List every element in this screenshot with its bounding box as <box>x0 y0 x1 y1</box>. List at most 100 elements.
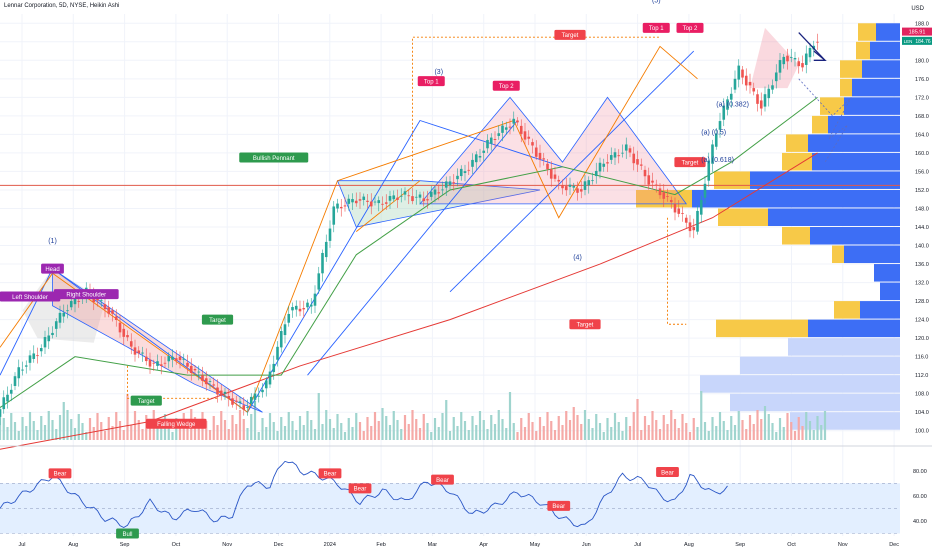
candle-body[interactable] <box>0 409 2 417</box>
candle-body[interactable] <box>66 310 69 312</box>
candle-body[interactable] <box>504 127 508 130</box>
candle-body[interactable] <box>122 328 126 337</box>
candle-body[interactable] <box>594 170 598 177</box>
candle-body[interactable] <box>249 396 253 404</box>
candle-body[interactable] <box>9 389 13 394</box>
candle-body[interactable] <box>564 186 568 191</box>
candle-body[interactable] <box>291 307 294 311</box>
candle-body[interactable] <box>163 362 167 364</box>
candle-body[interactable] <box>429 191 433 197</box>
candle-body[interactable] <box>688 222 692 232</box>
candle-body[interactable] <box>399 195 403 197</box>
candle-body[interactable] <box>54 321 58 329</box>
candle-body[interactable] <box>384 202 388 204</box>
candle-body[interactable] <box>381 203 384 205</box>
candle-body[interactable] <box>171 356 174 360</box>
candle-body[interactable] <box>782 56 786 65</box>
candle-body[interactable] <box>531 142 534 146</box>
candle-body[interactable] <box>13 376 17 386</box>
candle-body[interactable] <box>519 125 523 134</box>
candle-body[interactable] <box>242 405 246 410</box>
candle-body[interactable] <box>501 125 504 133</box>
candle-body[interactable] <box>178 356 182 361</box>
candle-body[interactable] <box>666 196 669 197</box>
candle-body[interactable] <box>298 308 302 312</box>
candle-body[interactable] <box>744 75 748 86</box>
candle-body[interactable] <box>276 346 279 360</box>
candle-body[interactable] <box>186 362 189 367</box>
candle-body[interactable] <box>253 393 257 400</box>
candle-body[interactable] <box>763 94 767 107</box>
candle-body[interactable] <box>703 183 707 198</box>
candle-body[interactable] <box>99 300 103 302</box>
candle-body[interactable] <box>699 200 703 215</box>
candle-body[interactable] <box>69 300 73 308</box>
candle-body[interactable] <box>583 181 587 190</box>
candle-body[interactable] <box>107 307 111 314</box>
candle-body[interactable] <box>673 203 677 213</box>
candle-body[interactable] <box>756 94 759 104</box>
candle-body[interactable] <box>129 341 133 347</box>
candle-body[interactable] <box>463 171 467 173</box>
candle-body[interactable] <box>313 293 317 306</box>
candle-body[interactable] <box>422 198 426 202</box>
candle-body[interactable] <box>21 369 24 371</box>
candle-body[interactable] <box>621 152 624 154</box>
candle-body[interactable] <box>711 144 714 164</box>
wave-line[interactable] <box>0 45 698 413</box>
candle-body[interactable] <box>36 355 39 356</box>
candle-body[interactable] <box>396 197 399 200</box>
candle-body[interactable] <box>591 180 594 182</box>
candle-body[interactable] <box>343 205 347 207</box>
candle-body[interactable] <box>572 185 576 188</box>
candle-body[interactable] <box>497 133 501 136</box>
candle-body[interactable] <box>568 184 572 187</box>
candle-body[interactable] <box>587 180 591 186</box>
candle-body[interactable] <box>351 199 354 203</box>
candle-body[interactable] <box>493 139 497 140</box>
candle-body[interactable] <box>816 41 819 43</box>
candle-body[interactable] <box>126 335 129 338</box>
candle-body[interactable] <box>778 60 782 73</box>
candle-body[interactable] <box>141 352 144 354</box>
candle-body[interactable] <box>137 350 141 354</box>
candle-body[interactable] <box>336 203 339 209</box>
candle-body[interactable] <box>639 164 643 166</box>
candle-body[interactable] <box>234 400 238 402</box>
candle-body[interactable] <box>62 312 66 317</box>
candle-body[interactable] <box>204 378 208 385</box>
candle-body[interactable] <box>51 332 54 336</box>
candle-body[interactable] <box>238 401 242 403</box>
rsi-line[interactable] <box>0 460 728 528</box>
candle-body[interactable] <box>321 252 324 274</box>
candle-body[interactable] <box>347 198 351 204</box>
candle-body[interactable] <box>189 365 193 373</box>
candle-body[interactable] <box>486 139 489 149</box>
candle-body[interactable] <box>692 227 696 231</box>
candle-body[interactable] <box>197 371 201 373</box>
candle-body[interactable] <box>73 298 77 305</box>
trend-line[interactable] <box>449 50 695 293</box>
candle-body[interactable] <box>441 189 444 191</box>
candle-body[interactable] <box>159 364 163 366</box>
candle-body[interactable] <box>362 196 366 200</box>
candle-body[interactable] <box>227 396 231 399</box>
candle-body[interactable] <box>576 188 579 193</box>
candle-body[interactable] <box>354 200 358 204</box>
candle-body[interactable] <box>786 55 789 62</box>
candle-body[interactable] <box>324 241 328 258</box>
candle-body[interactable] <box>774 72 778 82</box>
candle-body[interactable] <box>2 397 6 410</box>
candle-body[interactable] <box>801 63 804 68</box>
candle-body[interactable] <box>182 358 186 360</box>
candle-body[interactable] <box>613 152 617 158</box>
candle-body[interactable] <box>377 200 381 204</box>
candle-body[interactable] <box>681 213 684 214</box>
candle-body[interactable] <box>287 313 291 323</box>
candle-body[interactable] <box>261 389 264 393</box>
candle-body[interactable] <box>482 150 486 153</box>
candle-body[interactable] <box>208 381 212 382</box>
candle-body[interactable] <box>452 182 456 184</box>
candle-body[interactable] <box>617 155 621 157</box>
candle-body[interactable] <box>332 206 336 225</box>
